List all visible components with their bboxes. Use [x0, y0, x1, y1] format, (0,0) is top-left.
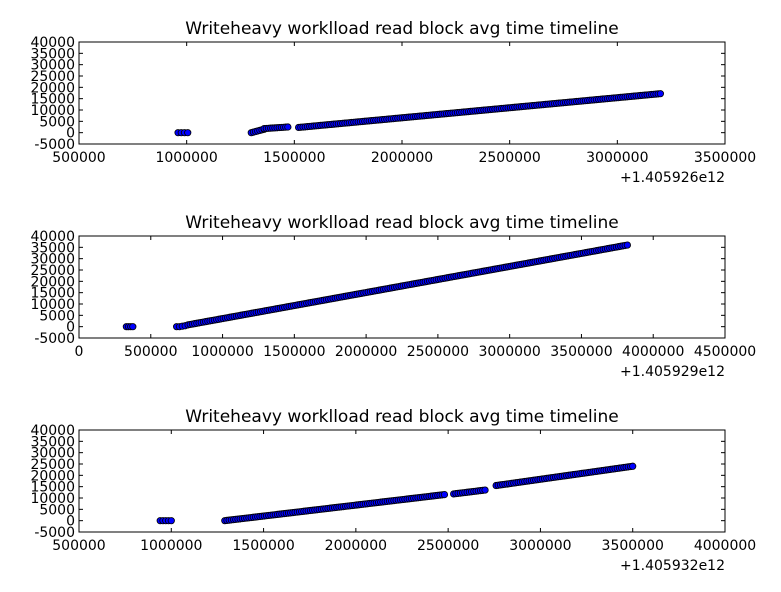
x-tick-label: 3500000	[694, 150, 756, 166]
x-tick-label: 1000000	[191, 344, 253, 360]
y-tick-label: 5000	[39, 114, 75, 130]
y-tick-label: 5000	[39, 308, 75, 324]
chart-title: Writeheavy worklload read block avg time…	[185, 213, 618, 233]
x-tick-label: 2000000	[325, 538, 387, 554]
x-tick-label: 1500000	[263, 344, 325, 360]
y-tick-label: 35000	[30, 240, 75, 256]
y-tick-label: 30000	[30, 446, 75, 462]
y-tick-label: 15000	[30, 480, 75, 496]
x-offset-label: +1.405929e12	[620, 364, 725, 380]
x-tick-label: 1000000	[140, 538, 202, 554]
x-tick-label: 500000	[124, 344, 177, 360]
y-tick-label: 5000	[39, 502, 75, 518]
y-tick-label: 15000	[30, 286, 75, 302]
x-tick-label: 500000	[52, 538, 105, 554]
data-points	[156, 462, 637, 525]
subplot-3: Writeheavy worklload read block avg time…	[30, 407, 756, 574]
y-tick-label: 25000	[30, 457, 75, 473]
data-point	[284, 123, 292, 131]
y-tick-label: 0	[66, 126, 75, 142]
axes-frame	[78, 235, 726, 339]
x-tick-label: 2000000	[335, 344, 397, 360]
x-tick-label: 2500000	[478, 150, 540, 166]
y-tick-label: 10000	[30, 297, 75, 313]
x-tick-label: 4000000	[694, 538, 756, 554]
data-point	[629, 462, 637, 470]
y-tick-label: 40000	[30, 229, 75, 245]
data-point	[623, 241, 631, 249]
y-tick-label: 30000	[30, 252, 75, 268]
y-tick-label: -5000	[34, 137, 75, 153]
subplot-1: Writeheavy worklload read block avg time…	[30, 19, 756, 186]
y-tick-label: 35000	[30, 434, 75, 450]
x-offset-label: +1.405932e12	[620, 558, 725, 574]
y-tick-label: 25000	[30, 69, 75, 85]
y-tick-label: 40000	[30, 423, 75, 439]
x-tick-label: 3000000	[478, 344, 540, 360]
data-point	[184, 129, 192, 137]
x-tick-label: 1500000	[232, 538, 294, 554]
x-tick-label: 500000	[52, 150, 105, 166]
y-tick-label: 10000	[30, 103, 75, 119]
y-tick-label: -5000	[34, 525, 75, 541]
x-tick-label: 3000000	[509, 538, 571, 554]
data-point	[481, 486, 489, 494]
x-tick-label: 3500000	[550, 344, 612, 360]
x-tick-label: 2500000	[417, 538, 479, 554]
y-tick-label: 35000	[30, 46, 75, 62]
y-tick-label: -5000	[34, 331, 75, 347]
y-tick-label: 0	[66, 320, 75, 336]
axes-frame	[78, 41, 726, 145]
data-point	[656, 90, 665, 98]
axes-frame	[78, 429, 726, 533]
y-tick-label: 25000	[30, 263, 75, 279]
x-tick-label: 2500000	[407, 344, 469, 360]
x-tick-label: 3500000	[602, 538, 664, 554]
y-tick-label: 20000	[30, 274, 75, 290]
y-tick-label: 30000	[30, 58, 75, 74]
x-tick-label: 4000000	[622, 344, 684, 360]
data-points	[122, 241, 631, 331]
y-tick-label: 40000	[30, 35, 75, 51]
y-tick-label: 10000	[30, 491, 75, 507]
y-tick-label: 20000	[30, 468, 75, 484]
y-tick-label: 0	[66, 514, 75, 530]
x-tick-label: 0	[75, 344, 84, 360]
y-tick-label: 15000	[30, 92, 75, 108]
x-tick-label: 3000000	[586, 150, 648, 166]
data-point	[440, 490, 449, 499]
y-tick-label: 20000	[30, 80, 75, 96]
data-points	[174, 90, 665, 137]
x-tick-label: 2000000	[371, 150, 433, 166]
x-tick-label: 4500000	[694, 344, 756, 360]
x-offset-label: +1.405926e12	[620, 170, 725, 186]
x-tick-label: 1500000	[263, 150, 325, 166]
x-tick-label: 1000000	[155, 150, 217, 166]
chart-title: Writeheavy worklload read block avg time…	[185, 19, 618, 39]
data-point	[129, 323, 137, 331]
subplot-2: Writeheavy worklload read block avg time…	[30, 213, 756, 380]
chart-title: Writeheavy worklload read block avg time…	[185, 407, 618, 427]
data-point	[167, 517, 175, 525]
